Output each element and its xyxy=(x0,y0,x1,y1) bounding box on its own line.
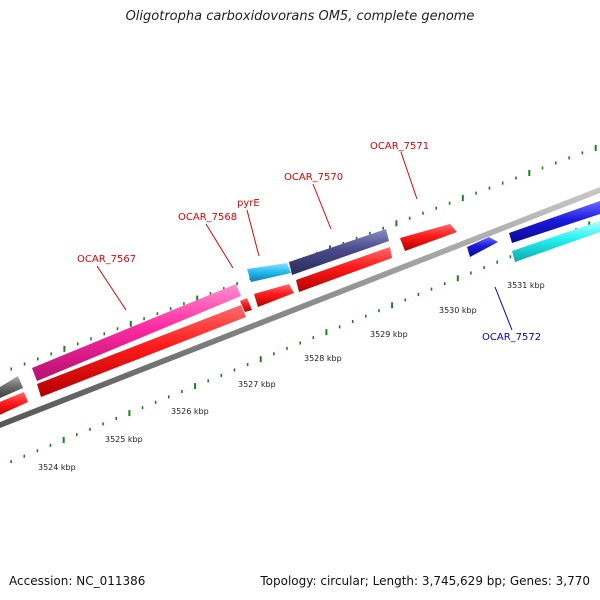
tick-label-3524: 3524 kbp xyxy=(38,463,76,472)
callout-line-ocar-7568 xyxy=(205,223,234,269)
genome-summary-text: Topology: circular; Length: 3,745,629 bp… xyxy=(260,574,590,588)
gene-red-long xyxy=(37,305,246,397)
callout-line-ocar-7570 xyxy=(312,183,332,230)
callout-line-ocar-7572 xyxy=(494,286,513,331)
genome-title: Oligotropha carboxidovorans OM5, complet… xyxy=(125,9,475,24)
gene-callout-lines xyxy=(96,151,513,331)
callout-line-ocar-7571 xyxy=(400,151,418,200)
gene-labels: OCAR_7567 OCAR_7568 pyrE OCAR_7570 OCAR_… xyxy=(77,141,541,343)
gene-grey-forward xyxy=(0,376,23,398)
tick-label-3525: 3525 kbp xyxy=(105,435,143,444)
label-ocar-7572: OCAR_7572 xyxy=(482,332,541,343)
gene-red-mid xyxy=(296,247,392,292)
accession-text: Accession: NC_011386 xyxy=(9,574,146,588)
callout-line-ocar-7567 xyxy=(96,265,127,311)
callout-line-pyre xyxy=(246,209,260,257)
label-pyre: pyrE xyxy=(237,198,260,209)
gene-ocar-7571[interactable] xyxy=(400,224,457,251)
genome-backbone xyxy=(0,187,600,429)
gene-red-tip xyxy=(240,298,252,312)
tick-label-3528: 3528 kbp xyxy=(304,354,342,363)
gene-red-pyre-row xyxy=(254,284,294,307)
kbp-tick-labels: 3524 kbp 3525 kbp 3526 kbp 3527 kbp 3528… xyxy=(38,281,545,472)
gene-ocar-7572[interactable] xyxy=(467,237,498,257)
tick-label-3529: 3529 kbp xyxy=(370,330,408,339)
label-ocar-7568: OCAR_7568 xyxy=(178,212,237,223)
forward-strand-genes xyxy=(0,201,600,398)
reverse-strand-genes xyxy=(0,221,600,415)
label-ocar-7567: OCAR_7567 xyxy=(77,254,136,265)
tick-label-3531: 3531 kbp xyxy=(507,281,545,290)
gene-red-left xyxy=(0,392,28,415)
gene-ocar-7567[interactable] xyxy=(32,284,241,381)
label-ocar-7571: OCAR_7571 xyxy=(370,141,429,152)
gene-ocar-7570[interactable] xyxy=(289,229,389,275)
tick-label-3530: 3530 kbp xyxy=(439,306,477,315)
tick-label-3526: 3526 kbp xyxy=(171,407,209,416)
gene-cyan-right xyxy=(512,221,600,262)
label-ocar-7570: OCAR_7570 xyxy=(284,172,343,183)
gene-pyre[interactable] xyxy=(247,263,291,282)
tick-label-3527: 3527 kbp xyxy=(238,380,276,389)
gene-blue-right xyxy=(509,201,600,243)
